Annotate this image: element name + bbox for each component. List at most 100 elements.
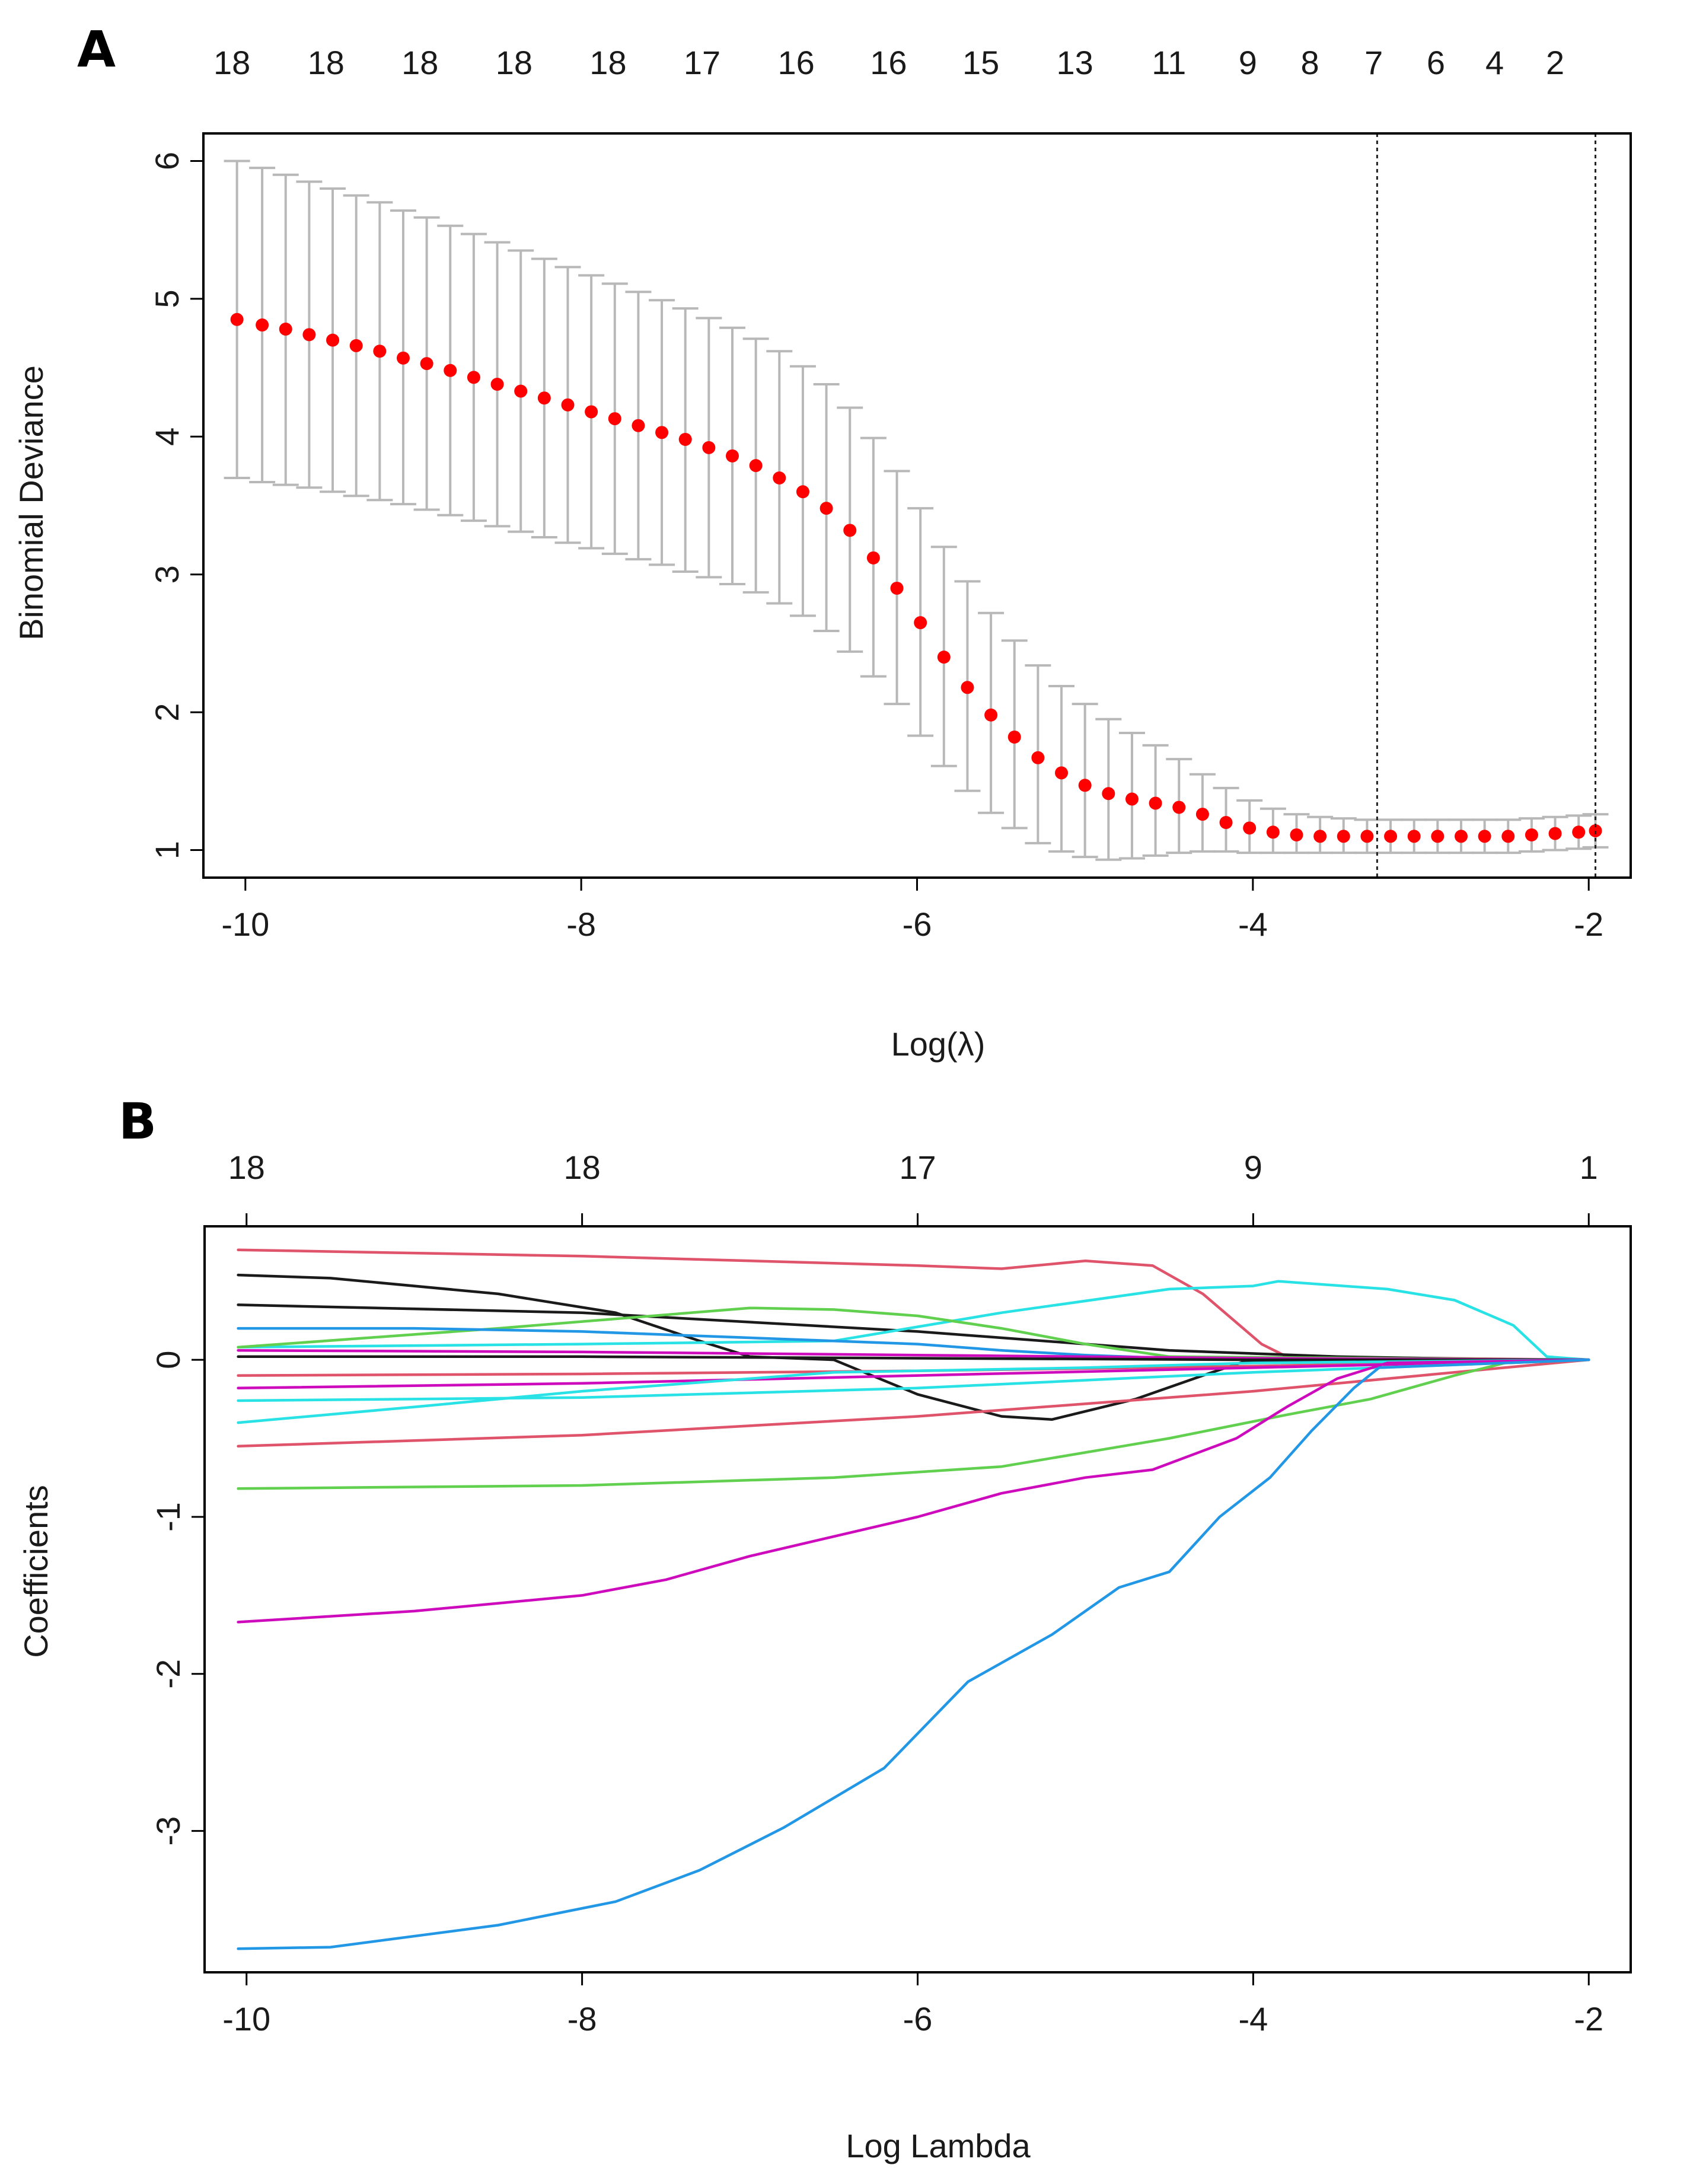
coefficient-path bbox=[237, 1358, 1590, 1402]
a-top-tick-label: 13 bbox=[1057, 44, 1093, 81]
panel-b-x-axis: -10 -8 -6 -4 -2 bbox=[222, 1971, 1603, 2038]
panel-a-frame bbox=[202, 132, 1632, 879]
deviance-point bbox=[396, 351, 410, 365]
panel-a-points bbox=[230, 313, 1602, 843]
deviance-point bbox=[1290, 828, 1303, 841]
deviance-point bbox=[1031, 751, 1045, 764]
b-x-tick-label: -6 bbox=[903, 2000, 933, 2038]
a-top-tick-label: 8 bbox=[1301, 44, 1319, 81]
panel-a-x-label: Log(λ) bbox=[891, 1025, 986, 1063]
deviance-point bbox=[1407, 830, 1421, 843]
deviance-point bbox=[537, 391, 551, 405]
deviance-point bbox=[1007, 730, 1021, 744]
deviance-point bbox=[1243, 821, 1257, 835]
a-x-tick-label: -2 bbox=[1574, 906, 1603, 943]
a-y-tick-label: 3 bbox=[148, 565, 186, 584]
b-top-tick-label: 1 bbox=[1580, 1149, 1598, 1186]
deviance-point bbox=[1384, 830, 1398, 843]
a-y-tick-label: 5 bbox=[148, 289, 186, 308]
b-y-tick-label: -3 bbox=[149, 1816, 187, 1846]
b-x-tick-label: -2 bbox=[1574, 2000, 1603, 2038]
a-top-tick-label: 18 bbox=[213, 44, 250, 81]
a-top-tick-label: 15 bbox=[962, 44, 999, 81]
deviance-point bbox=[890, 581, 904, 595]
a-y-tick-label: 1 bbox=[148, 841, 186, 859]
deviance-point bbox=[702, 441, 716, 454]
a-top-tick-label: 2 bbox=[1546, 44, 1564, 81]
deviance-point bbox=[1125, 792, 1139, 806]
b-x-tick-label: -10 bbox=[222, 2000, 270, 2038]
b-top-tick-label: 9 bbox=[1244, 1149, 1262, 1186]
deviance-point bbox=[914, 616, 927, 630]
deviance-point bbox=[726, 449, 739, 463]
deviance-point bbox=[561, 398, 575, 412]
deviance-point bbox=[843, 524, 857, 537]
a-top-tick-label: 18 bbox=[496, 44, 532, 81]
b-y-tick-label: 0 bbox=[149, 1351, 187, 1369]
a-top-tick-label: 18 bbox=[401, 44, 438, 81]
a-top-tick-label: 6 bbox=[1427, 44, 1445, 81]
deviance-point bbox=[1195, 808, 1209, 821]
panel-a-x-axis: -10 -8 -6 -4 -2 bbox=[221, 876, 1603, 943]
a-x-tick-label: -8 bbox=[566, 906, 596, 943]
panel-b-frame bbox=[203, 1225, 1632, 1973]
deviance-point bbox=[1501, 830, 1515, 843]
deviance-point bbox=[1102, 787, 1115, 801]
a-top-tick-label: 7 bbox=[1364, 44, 1383, 81]
deviance-point bbox=[349, 339, 363, 352]
deviance-point bbox=[1055, 766, 1069, 780]
coefficient-path bbox=[237, 1358, 1590, 1950]
deviance-point bbox=[585, 405, 598, 419]
deviance-point bbox=[444, 364, 457, 377]
deviance-point bbox=[302, 328, 316, 342]
coefficient-path bbox=[237, 1306, 1590, 1362]
deviance-point bbox=[373, 345, 387, 358]
deviance-point bbox=[230, 313, 244, 326]
panel-a-letter: A bbox=[77, 20, 116, 78]
deviance-point bbox=[1172, 801, 1186, 814]
a-top-tick-label: 18 bbox=[589, 44, 626, 81]
a-top-tick-label: 9 bbox=[1239, 44, 1257, 81]
a-y-tick-label: 6 bbox=[148, 152, 186, 170]
deviance-point bbox=[678, 432, 692, 446]
panel-b-y-label: Coefficients bbox=[17, 1485, 55, 1658]
coefficient-path bbox=[237, 1248, 1590, 1362]
panel-b-top-axis: 18 18 17 9 1 bbox=[228, 1149, 1598, 1227]
a-top-tick-label: 16 bbox=[870, 44, 907, 81]
deviance-point bbox=[1431, 830, 1445, 843]
deviance-point bbox=[1478, 830, 1491, 843]
b-x-tick-label: -8 bbox=[567, 2000, 597, 2038]
coefficient-path bbox=[237, 1280, 1590, 1362]
a-y-tick-label: 4 bbox=[148, 428, 186, 446]
deviance-point bbox=[866, 551, 880, 565]
b-top-tick-label: 18 bbox=[563, 1149, 600, 1186]
deviance-point bbox=[1337, 830, 1350, 843]
panel-a-top-axis: 18 18 18 18 18 17 16 16 15 13 11 9 8 7 6 4 2 bbox=[213, 44, 1564, 81]
b-top-tick-label: 18 bbox=[228, 1149, 265, 1186]
b-y-tick-label: -1 bbox=[149, 1502, 187, 1532]
deviance-point bbox=[937, 651, 951, 664]
a-top-tick-label: 16 bbox=[777, 44, 814, 81]
panel-b-x-label: Log Lambda bbox=[846, 2127, 1031, 2164]
b-y-tick-label: -2 bbox=[149, 1659, 187, 1689]
deviance-point bbox=[655, 426, 669, 439]
deviance-point bbox=[749, 459, 763, 473]
a-x-tick-label: -4 bbox=[1238, 906, 1268, 943]
a-top-tick-label: 11 bbox=[1152, 44, 1186, 81]
a-top-tick-label: 17 bbox=[684, 44, 720, 81]
deviance-point bbox=[1266, 825, 1280, 839]
a-y-tick-label: 2 bbox=[148, 703, 186, 722]
deviance-point bbox=[820, 502, 833, 515]
deviance-point bbox=[514, 384, 528, 398]
panel-b-coefficient-paths bbox=[237, 1248, 1590, 1950]
deviance-point bbox=[279, 323, 292, 336]
b-top-tick-label: 17 bbox=[899, 1149, 936, 1186]
panel-a-y-label: Binomial Deviance bbox=[12, 365, 50, 640]
deviance-point bbox=[796, 485, 809, 499]
panel-b: B 18 18 17 9 1 -10 -8 -6 -4 -2 -3-2-10 Log Lambd… bbox=[17, 1092, 1632, 2164]
coefficient-path bbox=[237, 1358, 1590, 1624]
deviance-point bbox=[1454, 830, 1468, 843]
panel-a-y-axis: 1 2 3 4 5 6 bbox=[148, 152, 205, 859]
a-x-tick-label: -6 bbox=[903, 906, 932, 943]
